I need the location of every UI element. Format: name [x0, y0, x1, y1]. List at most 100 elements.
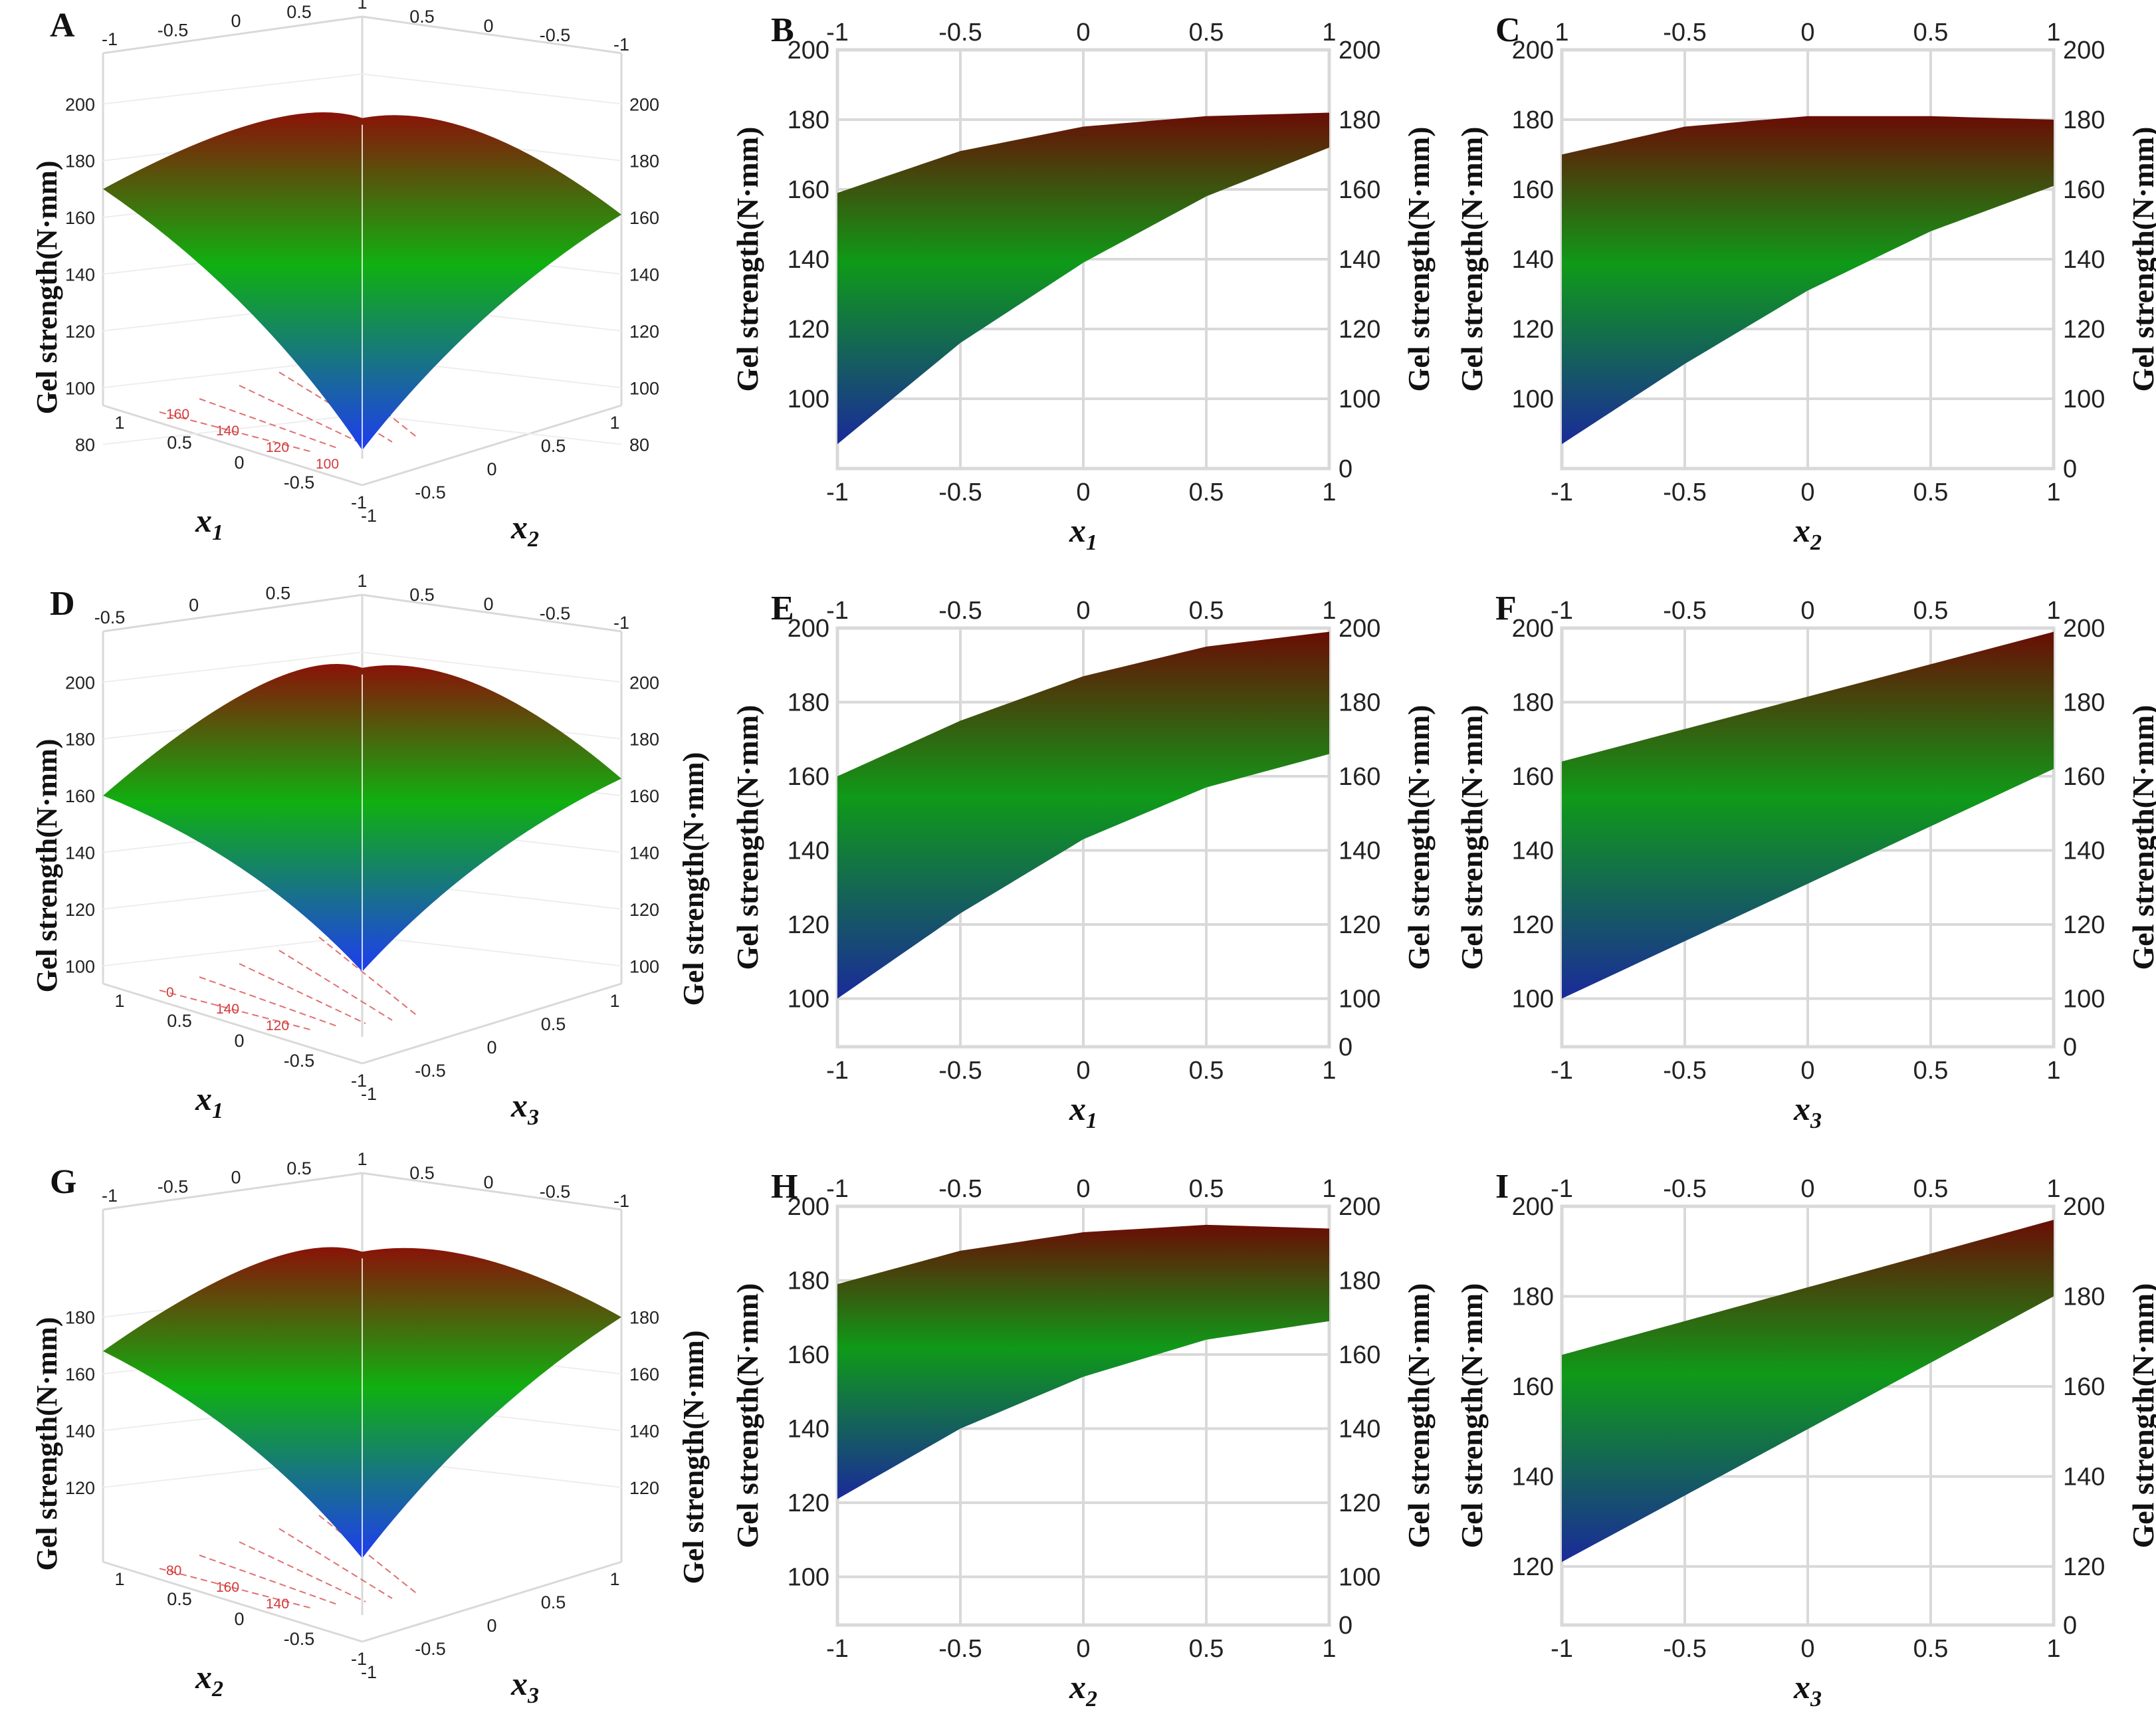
top-tick-label: 0: [1800, 597, 1814, 625]
z-tick-label-right: 140: [629, 843, 659, 863]
floor-z-tick-label: 1: [609, 1569, 619, 1589]
y2-tick-label: 100: [1339, 385, 1380, 413]
response-band: [1562, 116, 2054, 445]
top-tick-label: 0.5: [1189, 1175, 1224, 1203]
top-tick-label: 1: [2046, 19, 2060, 47]
floor-x-tick-label: -0.5: [284, 1629, 315, 1649]
top-tick-label: 0: [483, 1172, 493, 1192]
y-tick-label: 180: [1512, 689, 1554, 717]
z-tick-label-right: 180: [629, 730, 659, 750]
y2-tick-label: 120: [1339, 911, 1380, 939]
top-tick-label: -0.5: [94, 607, 126, 627]
z-tick-label-left: 180: [65, 1308, 95, 1328]
floor-edge: [362, 1561, 622, 1643]
top-tick-label: -1: [613, 1191, 629, 1211]
y2-tick-label: 0: [1339, 1612, 1352, 1640]
y2-tick-label: 140: [1339, 1416, 1380, 1444]
panels-layer: 1601401201002001801601401201008020018016…: [31, 0, 2156, 1711]
y-tick-label: 100: [788, 986, 829, 1014]
y-tick-label: 140: [1512, 246, 1554, 274]
top-tick-label: -0.5: [938, 1175, 982, 1203]
floor-x-tick-label: 0.5: [167, 1589, 192, 1609]
floor-edge: [362, 404, 622, 487]
floor-contour: [159, 990, 313, 1031]
top-tick-label: 1: [357, 571, 367, 591]
x-tick-label: 1: [2046, 1057, 2060, 1085]
top-tick-label: 1: [1322, 1175, 1336, 1203]
y2-tick-label: 0: [1339, 1033, 1352, 1061]
y-axis-title: Gel strength(N·mm): [730, 126, 764, 391]
top-tick-label: -0.5: [540, 25, 571, 45]
wall-gridline: [102, 651, 363, 683]
y2-tick-label: 100: [2063, 986, 2105, 1014]
contour-label: 80: [166, 1563, 181, 1578]
z-tick-label-right: 160: [629, 208, 659, 228]
top-tick-label: 0.5: [1913, 597, 1949, 625]
x-tick-label: 1: [1322, 1057, 1336, 1085]
y-tick-label: 160: [1512, 176, 1554, 204]
contour-label: 140: [216, 423, 239, 439]
y2-tick-label: 200: [2063, 37, 2105, 64]
floor-contour: [199, 976, 340, 1028]
top-tick-label: -1: [826, 19, 849, 47]
z-tick-label-right: 120: [629, 900, 659, 920]
y2-tick-label: 120: [2063, 1553, 2105, 1581]
y2-tick-label: 200: [2063, 615, 2105, 643]
contour-label: 100: [316, 457, 339, 472]
floor-x-tick-label: 1: [114, 991, 124, 1011]
top-tick-label: 0.5: [266, 583, 291, 603]
z-tick-label-left: 120: [65, 1478, 95, 1498]
y2-tick-label: 160: [1339, 1341, 1380, 1369]
z-tick-label-left: 160: [65, 208, 95, 228]
floor-x-tick-label: -1: [351, 1071, 367, 1091]
y2-tick-label: 180: [1339, 106, 1380, 134]
y-axis-title: Gel strength(N·mm): [730, 1283, 764, 1548]
y2-tick-label: 0: [2063, 1612, 2077, 1640]
top-tick-label: 1: [1555, 19, 1568, 47]
contour-label: 0: [166, 985, 174, 1000]
z-tick-label-right: 120: [629, 322, 659, 342]
floor-contour: [159, 411, 313, 453]
top-tick-label: -1: [613, 35, 629, 54]
y-tick-label: 100: [1512, 385, 1554, 413]
y-tick-label: 140: [788, 246, 829, 274]
z-tick-label-right: 200: [629, 94, 659, 114]
panel-label: G: [50, 1163, 76, 1201]
y-tick-label: 200: [788, 1193, 829, 1221]
floor-z-tick-label: 0.5: [541, 1592, 566, 1612]
panel-g: 80 160 140 180 160 140 120 180 160 140 120 -1 -0.5 0 0…: [31, 1149, 710, 1708]
floor-edge: [362, 982, 622, 1065]
floor-contour: [278, 1528, 393, 1599]
floor-x-axis-title: x1: [195, 1080, 223, 1123]
x-tick-label: -0.5: [938, 479, 982, 506]
y-tick-label: 140: [788, 837, 829, 865]
floor-x-tick-label: -1: [351, 1649, 367, 1669]
floor-x-axis-title: x2: [195, 1658, 223, 1701]
x-tick-label: 0: [1076, 1635, 1090, 1663]
top-tick-label: 1: [2046, 597, 2060, 625]
floor-contour: [318, 1515, 419, 1596]
y-tick-label: 180: [1512, 106, 1554, 134]
z-tick-label-right: 160: [629, 1364, 659, 1384]
y-tick-label: 100: [788, 385, 829, 413]
z-tick-label-left: 120: [65, 900, 95, 920]
y-tick-label: 100: [788, 1564, 829, 1592]
z-tick-label-left: 100: [65, 956, 95, 976]
y2-tick-label: 180: [1339, 1267, 1380, 1295]
floor-z-tick-label: -0.5: [415, 483, 446, 502]
top-tick-label: 0: [1076, 19, 1090, 47]
x-tick-label: 0.5: [1913, 1635, 1949, 1663]
top-tick-label: 0: [1076, 1175, 1090, 1203]
top-tick-label: 1: [357, 0, 367, 13]
y2-tick-label: 100: [1339, 1564, 1380, 1592]
y2-tick-label: 140: [1339, 246, 1380, 274]
z-tick-label-right: 100: [629, 956, 659, 976]
y-tick-label: 180: [788, 1267, 829, 1295]
z-tick-label-right: 180: [629, 152, 659, 171]
y-tick-label: 120: [788, 911, 829, 939]
panel-label: I: [1495, 1168, 1509, 1206]
y2-tick-label: 200: [1339, 615, 1380, 643]
top-tick-label: -1: [826, 597, 849, 625]
top-tick-label: 0: [1076, 597, 1090, 625]
top-tick-label: 0: [483, 16, 493, 36]
